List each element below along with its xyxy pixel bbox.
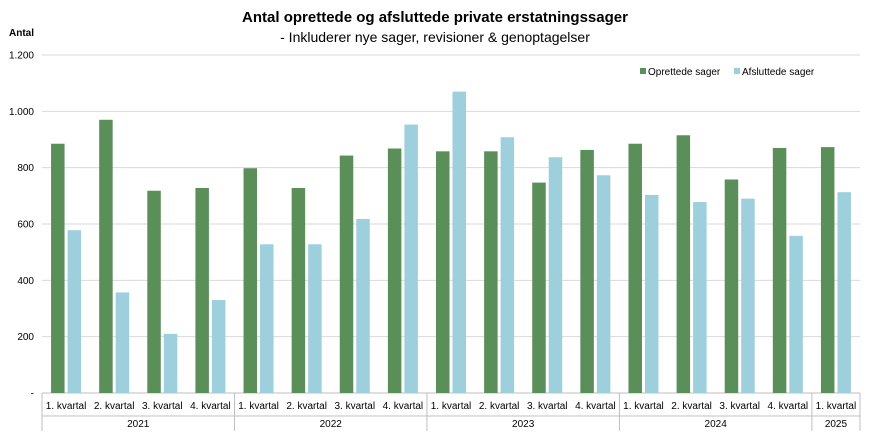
x-group-label: 2022 xyxy=(320,419,343,430)
bar-oprettede xyxy=(147,190,161,393)
x-tick-label: 2. kvartal xyxy=(479,401,520,412)
x-tick-label: 3. kvartal xyxy=(719,401,760,412)
x-tick-label: 1. kvartal xyxy=(431,401,472,412)
bar-oprettede xyxy=(580,149,594,393)
bar-afsluttede xyxy=(163,333,178,393)
y-tick-label: 800 xyxy=(17,163,34,174)
bar-oprettede xyxy=(436,151,450,393)
x-group-label: 2024 xyxy=(705,419,728,430)
bar-afsluttede xyxy=(837,192,851,393)
x-tick-label: 4. kvartal xyxy=(575,401,616,412)
legend-oprettede-swatch xyxy=(640,68,646,74)
bar-oprettede xyxy=(820,147,835,393)
bar-oprettede xyxy=(99,119,113,394)
y-tick-label: 400 xyxy=(17,276,34,287)
bar-afsluttede xyxy=(404,124,418,394)
bar-afsluttede xyxy=(211,300,226,393)
bar-afsluttede xyxy=(644,194,659,393)
bar-oprettede xyxy=(532,182,546,393)
x-tick-label: 1. kvartal xyxy=(46,401,87,412)
x-tick-label: 4. kvartal xyxy=(383,401,424,412)
y-tick-label: 200 xyxy=(17,332,34,343)
legend-afsluttede-label: Afsluttede sager xyxy=(742,67,815,78)
bar-afsluttede xyxy=(500,137,515,393)
bar-afsluttede xyxy=(741,198,755,393)
x-group-label: 2021 xyxy=(127,419,150,430)
bar-afsluttede xyxy=(548,157,563,393)
x-tick-label: 4. kvartal xyxy=(768,401,809,412)
bar-oprettede xyxy=(484,151,498,393)
y-tick-label: 1.200 xyxy=(9,51,34,62)
y-tick-label: 600 xyxy=(17,220,34,231)
x-tick-label: 4. kvartal xyxy=(190,401,231,412)
bar-afsluttede xyxy=(308,244,322,393)
x-tick-label: 1. kvartal xyxy=(623,401,664,412)
bar-oprettede xyxy=(195,187,209,393)
x-tick-label: 3. kvartal xyxy=(527,401,568,412)
x-group-label: 2025 xyxy=(825,419,848,430)
y-tick-label: - xyxy=(31,389,34,400)
chart-title: Antal oprettede og afsluttede private er… xyxy=(242,9,628,26)
bar-afsluttede xyxy=(356,218,370,393)
bar-afsluttede xyxy=(789,235,803,393)
bar-oprettede xyxy=(676,135,691,393)
y-tick-label: 1.000 xyxy=(9,107,34,118)
bar-afsluttede xyxy=(67,230,82,393)
bar-oprettede xyxy=(772,147,787,393)
bar-oprettede xyxy=(243,168,258,393)
x-tick-label: 1. kvartal xyxy=(238,401,279,412)
x-tick-label: 2. kvartal xyxy=(671,401,712,412)
chart-subtitle: - Inkluderer nye sager, revisioner & gen… xyxy=(280,29,590,45)
bar-afsluttede xyxy=(596,175,611,393)
bar-oprettede xyxy=(339,155,354,393)
x-group-label: 2023 xyxy=(512,419,535,430)
x-tick-label: 2. kvartal xyxy=(286,401,327,412)
bar-oprettede xyxy=(628,143,642,393)
bar-oprettede xyxy=(291,187,306,393)
bar-afsluttede xyxy=(115,292,130,393)
bar-oprettede xyxy=(724,179,739,393)
x-tick-label: 3. kvartal xyxy=(142,401,183,412)
bar-afsluttede xyxy=(693,202,707,393)
x-tick-label: 3. kvartal xyxy=(334,401,375,412)
bar-afsluttede xyxy=(260,244,274,393)
bar-oprettede xyxy=(387,148,402,393)
x-tick-label: 2. kvartal xyxy=(94,401,135,412)
x-tick-label: 1. kvartal xyxy=(816,401,857,412)
bar-oprettede xyxy=(51,143,65,393)
legend-afsluttede-swatch xyxy=(734,68,740,74)
bar-afsluttede xyxy=(452,91,466,393)
legend-oprettede-label: Oprettede sager xyxy=(648,67,721,78)
y-axis-label: Antal xyxy=(9,28,34,39)
